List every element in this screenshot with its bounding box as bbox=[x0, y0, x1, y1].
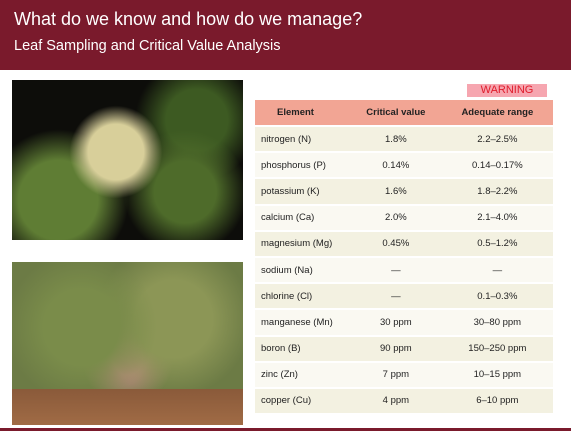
table-cell: 1.6% bbox=[350, 177, 442, 205]
table-cell: 30 ppm bbox=[350, 308, 442, 336]
table-cell: manganese (Mn) bbox=[255, 308, 350, 336]
footer-line bbox=[0, 428, 571, 431]
table-cell: 0.45% bbox=[350, 229, 442, 257]
subtitle: Leaf Sampling and Critical Value Analysi… bbox=[14, 38, 281, 54]
header-band: What do we know and how do we manage? Le… bbox=[0, 0, 571, 70]
table-cell: 150–250 ppm bbox=[441, 334, 553, 362]
table-cell: — bbox=[350, 255, 442, 284]
title: What do we know and how do we manage? bbox=[14, 9, 363, 29]
table-cell: calcium (Ca) bbox=[255, 203, 350, 231]
table-cell: zinc (Zn) bbox=[255, 360, 350, 388]
table-cell: 0.1–0.3% bbox=[441, 282, 553, 310]
table-cell: sodium (Na) bbox=[255, 255, 350, 284]
table-body: nitrogen (N) 1.8% 2.2–2.5% phosphorus (P) 0.… bbox=[255, 124, 553, 414]
warning-label: WARNING bbox=[467, 84, 547, 97]
table-cell: 1.8–2.2% bbox=[441, 177, 553, 205]
table-cell: 0.5–1.2% bbox=[441, 229, 553, 257]
table-cell: phosphorus (P) bbox=[255, 151, 350, 179]
table-cell: 6–10 ppm bbox=[441, 386, 553, 414]
table-cell: nitrogen (N) bbox=[255, 124, 350, 153]
table-cell: boron (B) bbox=[255, 334, 350, 362]
table-cell: 10–15 ppm bbox=[441, 360, 553, 388]
photo-orchard bbox=[12, 262, 243, 425]
column-header: Critical value bbox=[350, 100, 442, 126]
table-cell: — bbox=[350, 282, 442, 310]
table-row: copper (Cu) 4 ppm 6–10 ppm bbox=[255, 386, 553, 414]
table-cell: 0.14% bbox=[350, 151, 442, 179]
table-cell: 2.2–2.5% bbox=[441, 124, 553, 153]
table-row: boron (B) 90 ppm 150–250 ppm bbox=[255, 334, 553, 362]
table-cell: 7 ppm bbox=[350, 360, 442, 388]
photo-nuts bbox=[12, 80, 243, 240]
table-row: nitrogen (N) 1.8% 2.2–2.5% bbox=[255, 124, 553, 153]
table-row: calcium (Ca) 2.0% 2.1–4.0% bbox=[255, 203, 553, 231]
table-cell: 0.14–0.17% bbox=[441, 151, 553, 179]
table-row: zinc (Zn) 7 ppm 10–15 ppm bbox=[255, 360, 553, 388]
table-row: magnesium (Mg) 0.45% 0.5–1.2% bbox=[255, 229, 553, 257]
table-cell: copper (Cu) bbox=[255, 386, 350, 414]
table-cell: chlorine (Cl) bbox=[255, 282, 350, 310]
table-cell: 2.1–4.0% bbox=[441, 203, 553, 231]
table: Element Critical value Adequate range nitr… bbox=[255, 100, 553, 414]
table-cell: magnesium (Mg) bbox=[255, 229, 350, 257]
column-header: Adequate range bbox=[441, 100, 553, 126]
table-cell: 2.0% bbox=[350, 203, 442, 231]
table-header: Element Critical value Adequate range bbox=[255, 100, 553, 126]
table-cell: 4 ppm bbox=[350, 386, 442, 414]
table-row: sodium (Na) — — bbox=[255, 255, 553, 284]
table-row: chlorine (Cl) —0.1–0.3% bbox=[255, 282, 553, 310]
table-row: phosphorus (P) 0.14% 0.14–0.17% bbox=[255, 151, 553, 179]
table-cell: 30–80 ppm bbox=[441, 308, 553, 336]
table-row: potassium (K) 1.6% 1.8–2.2% bbox=[255, 177, 553, 205]
table-cell: 1.8% bbox=[350, 124, 442, 153]
table-row: manganese (Mn) 30 ppm 30–80 ppm bbox=[255, 308, 553, 336]
table-cell: 90 ppm bbox=[350, 334, 442, 362]
table-cell: potassium (K) bbox=[255, 177, 350, 205]
table-cell: — bbox=[441, 255, 553, 284]
column-header: Element bbox=[255, 100, 350, 126]
